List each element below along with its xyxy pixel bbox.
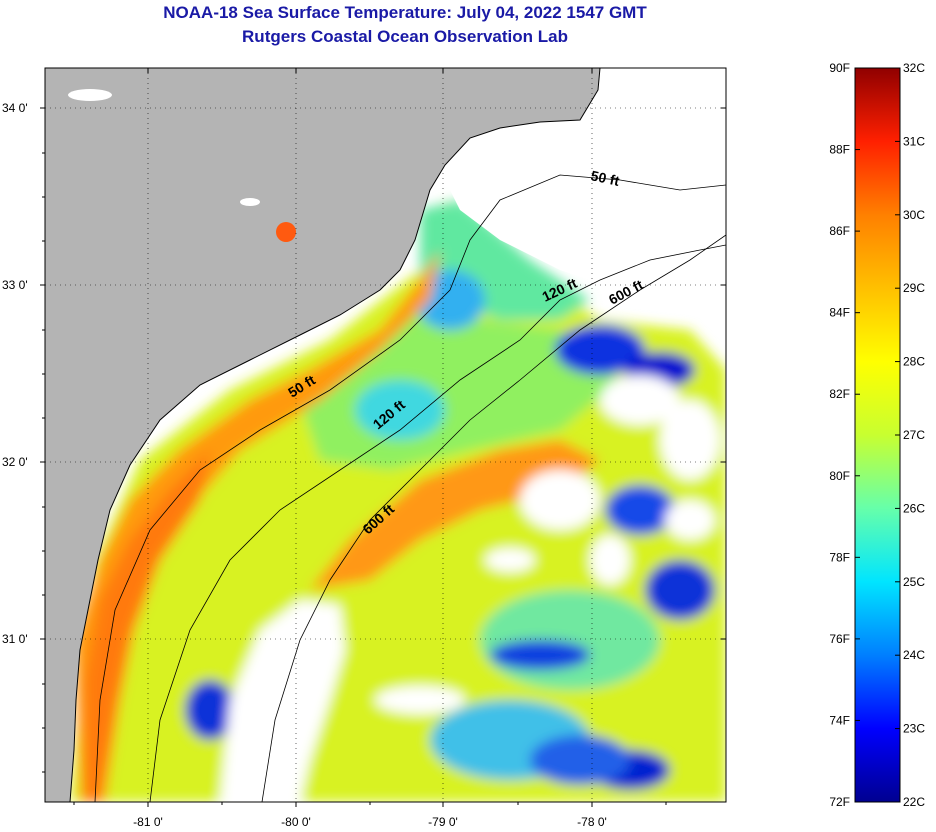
colorbar-c-label: 24C <box>903 648 925 662</box>
colorbar-c-label: 28C <box>903 355 925 369</box>
map-frame <box>44 67 727 803</box>
colorbar-celsius-labels: 32C 31C 30C 29C 28C 27C 26C 25C 24C 23C 22C <box>903 61 925 809</box>
lon-label-79: -79 0' <box>428 815 458 829</box>
colorbar-f-label: 76F <box>829 632 850 646</box>
colorbar-f-label: 88F <box>829 143 850 157</box>
colorbar-c-label: 23C <box>903 722 925 736</box>
contour-label-50ft-north: 50 ft <box>589 167 621 189</box>
colorbar-f-label: 84F <box>829 306 850 320</box>
colorbar-f-label: 72F <box>829 795 850 809</box>
lat-label-33: 33 0' <box>2 278 28 292</box>
lon-label-81: -81 0' <box>133 815 163 829</box>
map-grid <box>45 68 726 802</box>
lat-label-31: 31 0' <box>2 632 28 646</box>
sst-field <box>70 200 726 802</box>
lon-label-80: -80 0' <box>281 815 311 829</box>
colorbar-c-label: 22C <box>903 795 925 809</box>
colorbar-scale <box>854 67 901 803</box>
colorbar-f-label: 74F <box>829 713 850 727</box>
contour-120ft <box>149 244 726 802</box>
colorbar-c-label: 26C <box>903 501 925 515</box>
colorbar-c-label: 31C <box>903 134 925 148</box>
colorbar-c-label: 30C <box>903 208 925 222</box>
map-subtitle: Rutgers Coastal Ocean Observation Lab <box>242 27 568 46</box>
colorbar-c-label: 27C <box>903 428 925 442</box>
colorbar-f-label: 78F <box>829 550 850 564</box>
colorbar-ticks <box>855 67 900 803</box>
colorbar-fahrenheit-labels: 90F 88F 86F 84F 82F 80F 78F 76F 74F 72F <box>829 61 850 809</box>
map-title: NOAA-18 Sea Surface Temperature: July 04… <box>163 3 647 22</box>
lon-label-78: -78 0' <box>577 815 607 829</box>
colorbar-f-label: 80F <box>829 469 850 483</box>
coastline <box>69 68 601 802</box>
colorbar: 90F 88F 86F 84F 82F 80F 78F 76F 74F 72F 32C 31C 30C… <box>829 61 925 809</box>
colorbar-c-label: 29C <box>903 281 925 295</box>
land-mass <box>45 68 600 802</box>
contour-50ft <box>94 174 726 802</box>
lat-label-32: 32 0' <box>2 455 28 469</box>
map-plot-area <box>45 68 726 802</box>
lat-label-34: 34 0' <box>2 101 28 115</box>
colorbar-c-label: 32C <box>903 61 925 75</box>
colorbar-f-label: 90F <box>829 61 850 75</box>
map-ticks <box>40 68 726 807</box>
colorbar-c-label: 25C <box>903 575 925 589</box>
colorbar-f-label: 82F <box>829 387 850 401</box>
colorbar-f-label: 86F <box>829 224 850 238</box>
